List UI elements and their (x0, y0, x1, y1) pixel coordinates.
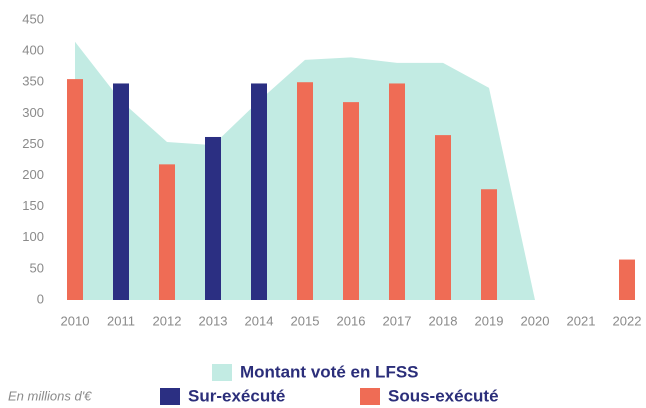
bar (435, 135, 451, 300)
x-tick-label: 2018 (429, 313, 458, 328)
legend-label: Sur-exécuté (188, 386, 285, 405)
bar (205, 136, 221, 300)
x-tick-label: 2019 (475, 313, 504, 328)
x-tick-label: 2011 (107, 313, 135, 328)
legend-swatch (160, 388, 180, 405)
y-tick-label: 350 (22, 74, 44, 89)
unit-note: En millions d'€ (8, 388, 92, 403)
y-tick-label: 450 (22, 11, 44, 26)
y-tick-label: 100 (22, 229, 44, 244)
x-tick-label: 2015 (291, 313, 320, 328)
legend-label: Montant voté en LFSS (240, 362, 419, 381)
bar (67, 79, 83, 300)
bar (159, 164, 175, 300)
bar (481, 189, 497, 300)
bar (343, 102, 359, 300)
bar (113, 83, 129, 300)
bar (297, 82, 313, 300)
y-tick-label: 150 (22, 198, 44, 213)
bar (251, 83, 267, 300)
bar (619, 259, 635, 300)
y-tick-label: 200 (22, 167, 44, 182)
bar (389, 83, 405, 300)
legend-swatch (360, 388, 380, 405)
y-tick-label: 400 (22, 43, 44, 58)
x-tick-label: 2012 (153, 313, 182, 328)
y-tick-label: 50 (30, 260, 44, 275)
plot: 0 50 100 150 200 250 300 350 400 450 2010 2011 2012 2… (22, 11, 641, 328)
x-tick-label: 2010 (61, 313, 90, 328)
x-tick-label: 2014 (245, 313, 274, 328)
x-tick-label: 2021 (567, 313, 596, 328)
legend-label: Sous-exécuté (388, 386, 499, 405)
x-tick-label: 2020 (521, 313, 550, 328)
x-tick-label: 2013 (199, 313, 228, 328)
x-tick-label: 2022 (613, 313, 642, 328)
y-tick-label: 0 (37, 291, 44, 306)
x-tick-label: 2017 (383, 313, 412, 328)
legend-swatch (212, 364, 232, 381)
x-tick-label: 2016 (337, 313, 366, 328)
y-tick-label: 250 (22, 136, 44, 151)
y-tick-label: 300 (22, 105, 44, 120)
